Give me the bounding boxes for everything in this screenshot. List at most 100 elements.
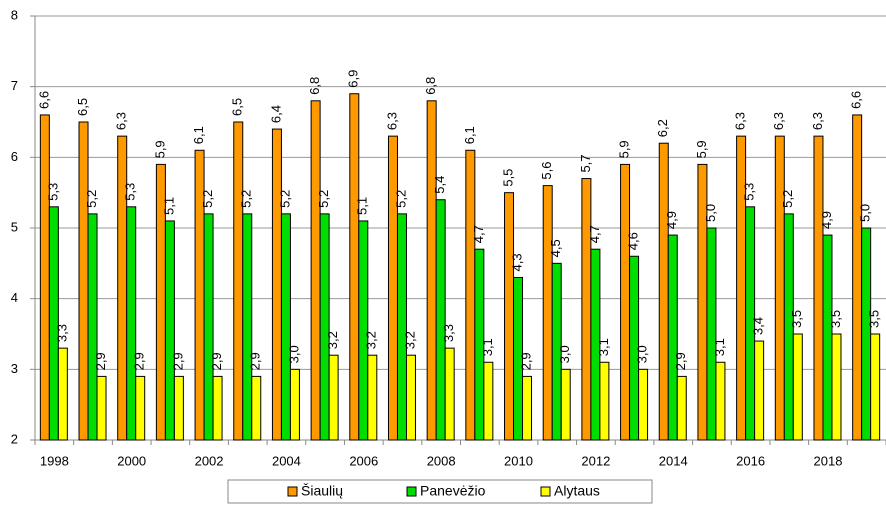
y-tick-label: 5 bbox=[11, 219, 18, 234]
bar bbox=[706, 227, 717, 441]
x-tick-label: 2016 bbox=[736, 453, 765, 468]
bar bbox=[638, 368, 649, 441]
bar bbox=[870, 333, 881, 441]
data-label: 5,7 bbox=[578, 154, 593, 172]
bar bbox=[271, 128, 282, 441]
data-label: 2,9 bbox=[132, 352, 147, 370]
bar bbox=[629, 255, 640, 441]
bar bbox=[435, 199, 446, 441]
bar bbox=[658, 142, 669, 441]
data-label: 2,9 bbox=[673, 352, 688, 370]
data-label: 5,0 bbox=[858, 204, 873, 222]
bar bbox=[328, 354, 339, 441]
data-label: 5,2 bbox=[200, 190, 215, 208]
data-label: 6,5 bbox=[75, 98, 90, 116]
bar bbox=[542, 185, 553, 441]
bar bbox=[560, 368, 571, 441]
bar bbox=[349, 93, 360, 441]
data-label: 3,1 bbox=[712, 338, 727, 356]
data-label: 5,4 bbox=[432, 176, 447, 194]
y-tick-label: 7 bbox=[11, 78, 18, 93]
bar bbox=[396, 213, 407, 441]
bar bbox=[590, 248, 601, 441]
bar bbox=[367, 354, 378, 441]
legend-swatch bbox=[287, 486, 298, 497]
data-label: 6,2 bbox=[655, 119, 670, 137]
bar bbox=[783, 213, 794, 441]
bar bbox=[242, 213, 253, 441]
data-label: 4,6 bbox=[626, 232, 641, 250]
bar bbox=[310, 100, 321, 441]
bar bbox=[405, 354, 416, 441]
data-label: 2,9 bbox=[209, 352, 224, 370]
y-tick-label: 8 bbox=[11, 7, 18, 22]
bar bbox=[96, 375, 107, 441]
data-label: 5,2 bbox=[277, 190, 292, 208]
bar bbox=[667, 234, 678, 441]
bar bbox=[135, 375, 146, 441]
data-label: 3,2 bbox=[402, 331, 417, 349]
data-label: 6,1 bbox=[191, 126, 206, 144]
bar bbox=[861, 227, 872, 441]
data-label: 5,2 bbox=[780, 190, 795, 208]
data-label: 6,6 bbox=[36, 91, 51, 109]
x-tick-label: 2004 bbox=[272, 453, 301, 468]
data-label: 5,1 bbox=[355, 197, 370, 215]
data-label: 3,3 bbox=[54, 324, 69, 342]
bar bbox=[57, 347, 68, 441]
y-tick-label: 3 bbox=[11, 361, 18, 376]
bar bbox=[504, 192, 515, 441]
bar bbox=[813, 135, 824, 441]
data-label: 5,1 bbox=[161, 197, 176, 215]
data-label: 6,3 bbox=[733, 112, 748, 130]
data-label: 4,7 bbox=[471, 225, 486, 243]
data-label: 6,3 bbox=[771, 112, 786, 130]
data-label: 2,9 bbox=[248, 352, 263, 370]
data-label: 4,5 bbox=[548, 239, 563, 257]
bar bbox=[551, 262, 562, 441]
data-label: 3,4 bbox=[751, 317, 766, 335]
data-label: 5,5 bbox=[500, 169, 515, 187]
data-label: 5,9 bbox=[694, 140, 709, 158]
data-label: 2,9 bbox=[518, 352, 533, 370]
bar bbox=[581, 178, 592, 441]
data-label: 4,9 bbox=[664, 211, 679, 229]
data-label: 6,3 bbox=[114, 112, 129, 130]
bar bbox=[387, 135, 398, 441]
bar bbox=[203, 213, 214, 441]
data-label: 3,5 bbox=[867, 310, 882, 328]
bar bbox=[822, 234, 833, 441]
bar bbox=[117, 135, 128, 441]
bar bbox=[358, 220, 369, 441]
x-tick-label: 2006 bbox=[349, 453, 378, 468]
data-label: 6,3 bbox=[810, 112, 825, 130]
x-tick-label: 2012 bbox=[581, 453, 610, 468]
bar bbox=[319, 213, 330, 441]
data-label: 3,1 bbox=[596, 338, 611, 356]
bar bbox=[87, 213, 98, 441]
bar bbox=[233, 121, 244, 441]
bar bbox=[736, 135, 747, 441]
y-tick-label: 2 bbox=[11, 431, 18, 446]
bar bbox=[715, 361, 726, 441]
data-label: 5,3 bbox=[45, 183, 60, 201]
data-label: 5,2 bbox=[84, 190, 99, 208]
bar bbox=[48, 206, 59, 441]
bar bbox=[599, 361, 610, 441]
data-label: 3,5 bbox=[828, 310, 843, 328]
bar bbox=[426, 100, 437, 441]
data-label: 6,9 bbox=[346, 70, 361, 88]
bar bbox=[676, 375, 687, 441]
bar bbox=[774, 135, 785, 441]
data-label: 3,0 bbox=[635, 345, 650, 363]
y-tick-label: 4 bbox=[11, 290, 18, 305]
data-label: 6,3 bbox=[384, 112, 399, 130]
data-label: 5,2 bbox=[316, 190, 331, 208]
legend-box bbox=[227, 479, 653, 504]
data-label: 5,0 bbox=[703, 204, 718, 222]
x-tick-label: 2010 bbox=[504, 453, 533, 468]
bar bbox=[620, 163, 631, 441]
data-label: 6,1 bbox=[462, 126, 477, 144]
data-label: 3,3 bbox=[441, 324, 456, 342]
